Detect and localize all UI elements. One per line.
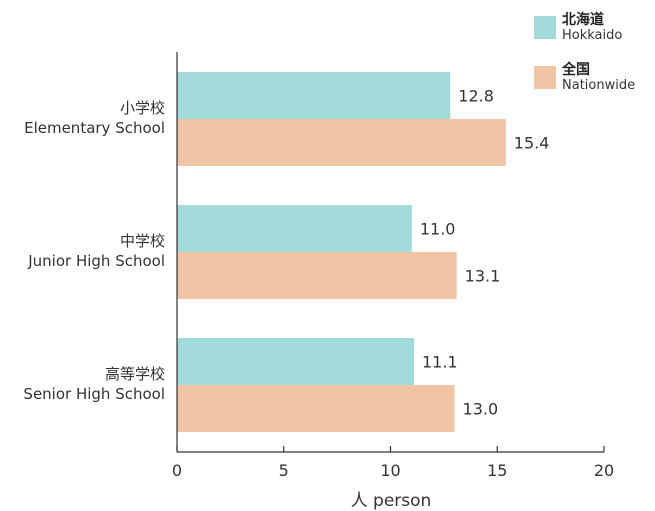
category-label-jp: 高等学校 bbox=[105, 365, 165, 383]
x-tick-label: 15 bbox=[487, 461, 507, 480]
category-labels-group: 小学校 Elementary School 中学校 Junior High Schoo… bbox=[23, 99, 165, 403]
category-label-en: Junior High School bbox=[27, 252, 165, 270]
value-label-hokkaido-1: 11.0 bbox=[420, 220, 456, 239]
value-labels-group: 12.8 11.0 11.1 15.4 13.1 13.0 bbox=[420, 87, 550, 419]
value-label-nationwide-1: 13.1 bbox=[465, 267, 501, 286]
value-label-nationwide-2: 13.0 bbox=[463, 400, 499, 419]
legend-swatch-nationwide bbox=[534, 66, 556, 89]
bars-group bbox=[177, 72, 506, 432]
value-label-hokkaido-0: 12.8 bbox=[458, 87, 494, 106]
x-tick-label: 20 bbox=[594, 461, 614, 480]
bar-hokkaido-1 bbox=[177, 205, 412, 252]
legend-label-en: Hokkaido bbox=[562, 28, 623, 43]
x-axis-title: 人 person bbox=[351, 491, 432, 511]
x-tick-label: 10 bbox=[380, 461, 400, 480]
bar-nationwide-0 bbox=[177, 119, 506, 166]
legend: 北海道 Hokkaido 全国 Nationwide bbox=[534, 8, 655, 108]
bar-hokkaido-2 bbox=[177, 338, 414, 385]
legend-item-nationwide: 全国 Nationwide bbox=[534, 58, 655, 108]
x-tick-label: 0 bbox=[172, 461, 182, 480]
bar-nationwide-2 bbox=[177, 385, 455, 432]
legend-item-hokkaido: 北海道 Hokkaido bbox=[534, 8, 655, 58]
legend-label-jp: 全国 bbox=[562, 62, 590, 78]
legend-label-jp: 北海道 bbox=[562, 12, 604, 28]
category-label-en: Elementary School bbox=[24, 119, 165, 137]
legend-label-en: Nationwide bbox=[562, 78, 636, 93]
category-label-jp: 中学校 bbox=[120, 232, 165, 250]
value-label-nationwide-0: 15.4 bbox=[514, 134, 550, 153]
value-label-hokkaido-2: 11.1 bbox=[422, 353, 458, 372]
x-ticks-group: 0 5 10 15 20 bbox=[172, 446, 614, 480]
x-tick-label: 5 bbox=[279, 461, 289, 480]
category-label-en: Senior High School bbox=[23, 385, 165, 403]
legend-swatch-hokkaido bbox=[534, 16, 556, 39]
bar-nationwide-1 bbox=[177, 252, 457, 299]
category-label-jp: 小学校 bbox=[120, 99, 165, 117]
bar-hokkaido-0 bbox=[177, 72, 451, 119]
